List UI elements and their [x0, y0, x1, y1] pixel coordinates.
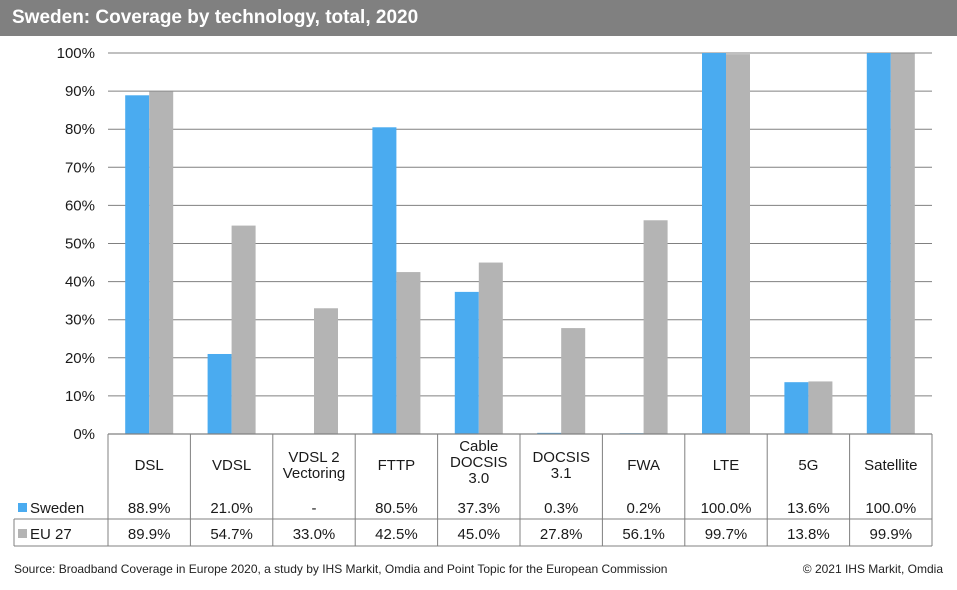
category-label: 5G [798, 457, 818, 474]
data-table-value: 42.5% [375, 526, 418, 543]
bar-sweden [866, 53, 891, 434]
bar-eu27 [149, 91, 174, 434]
data-table-value: 56.1% [622, 526, 665, 543]
category-label: DSL [135, 457, 164, 474]
source-note: Source: Broadband Coverage in Europe 202… [14, 562, 668, 576]
y-tick-label: 70% [65, 159, 95, 176]
bar-eu27 [396, 272, 421, 434]
bar-eu27 [726, 54, 750, 434]
data-table-value: 89.9% [128, 526, 171, 543]
data-table-value: 100.0% [865, 500, 916, 517]
bar-sweden [125, 95, 150, 434]
bar-eu27 [478, 262, 503, 434]
legend-swatch-eu27 [18, 529, 27, 538]
bar-eu27 [643, 220, 668, 434]
category-label: Cable [459, 438, 498, 455]
bar-eu27 [231, 225, 256, 434]
category-label: FWA [627, 457, 660, 474]
category-label: DOCSIS [450, 454, 508, 471]
bar-sweden [702, 53, 726, 434]
data-table-value: 13.6% [787, 500, 830, 517]
category-label: Vectoring [283, 465, 346, 482]
y-tick-label: 20% [65, 350, 95, 367]
legend-label: EU 27 [30, 526, 72, 543]
bar-eu27 [890, 53, 915, 434]
y-tick-label: 0% [73, 426, 95, 443]
data-table-value: 80.5% [375, 500, 418, 517]
data-table-value: 33.0% [293, 526, 336, 543]
bar-eu27 [561, 328, 586, 434]
data-table-value: 0.3% [544, 500, 578, 517]
y-tick-label: 80% [65, 121, 95, 138]
copyright-note: © 2021 IHS Markit, Omdia [802, 562, 943, 576]
category-label: 3.1 [551, 465, 572, 482]
y-tick-label: 60% [65, 197, 95, 214]
category-label: Satellite [864, 457, 917, 474]
data-table-value: 37.3% [458, 500, 501, 517]
bar-sweden [372, 127, 397, 435]
bar-sweden [207, 353, 232, 434]
data-table-value: 21.0% [210, 500, 253, 517]
data-table-value: 100.0% [701, 500, 752, 517]
data-table-value: 54.7% [210, 526, 253, 543]
category-label: LTE [713, 457, 739, 474]
y-tick-label: 100% [57, 45, 95, 62]
category-label: VDSL 2 [288, 449, 339, 466]
y-tick-label: 30% [65, 312, 95, 329]
bar-chart: 0% 10% 20% 30% 40% 50% 60% 70% 80% 90% 100% DSL VDSL… [13, 45, 933, 547]
legend-swatch-sweden [18, 503, 27, 512]
category-label: FTTP [378, 457, 416, 474]
data-table-value: 45.0% [458, 526, 501, 543]
chart-title-bar: Sweden: Coverage by technology, total, 2… [0, 0, 957, 36]
bar-sweden [454, 291, 479, 434]
y-tick-label: 40% [65, 274, 95, 291]
category-label: DOCSIS [532, 449, 590, 466]
y-tick-label: 50% [65, 236, 95, 253]
data-table-value: 27.8% [540, 526, 583, 543]
bar-sweden [784, 382, 809, 434]
data-table-value: 99.7% [705, 526, 748, 543]
chart-title: Sweden: Coverage by technology, total, 2… [12, 7, 419, 28]
y-tick-label: 10% [65, 388, 95, 405]
category-label: 3.0 [468, 470, 489, 487]
bar-eu27 [808, 381, 833, 434]
data-table-value: 99.9% [870, 526, 913, 543]
category-label: VDSL [212, 457, 251, 474]
bar-eu27 [314, 308, 338, 434]
legend-label: Sweden [30, 500, 84, 517]
data-table-value: 13.8% [787, 526, 830, 543]
data-table-value: 0.2% [626, 500, 660, 517]
y-tick-label: 90% [65, 83, 95, 100]
data-table-value: - [312, 500, 317, 517]
data-table-value: 88.9% [128, 500, 171, 517]
